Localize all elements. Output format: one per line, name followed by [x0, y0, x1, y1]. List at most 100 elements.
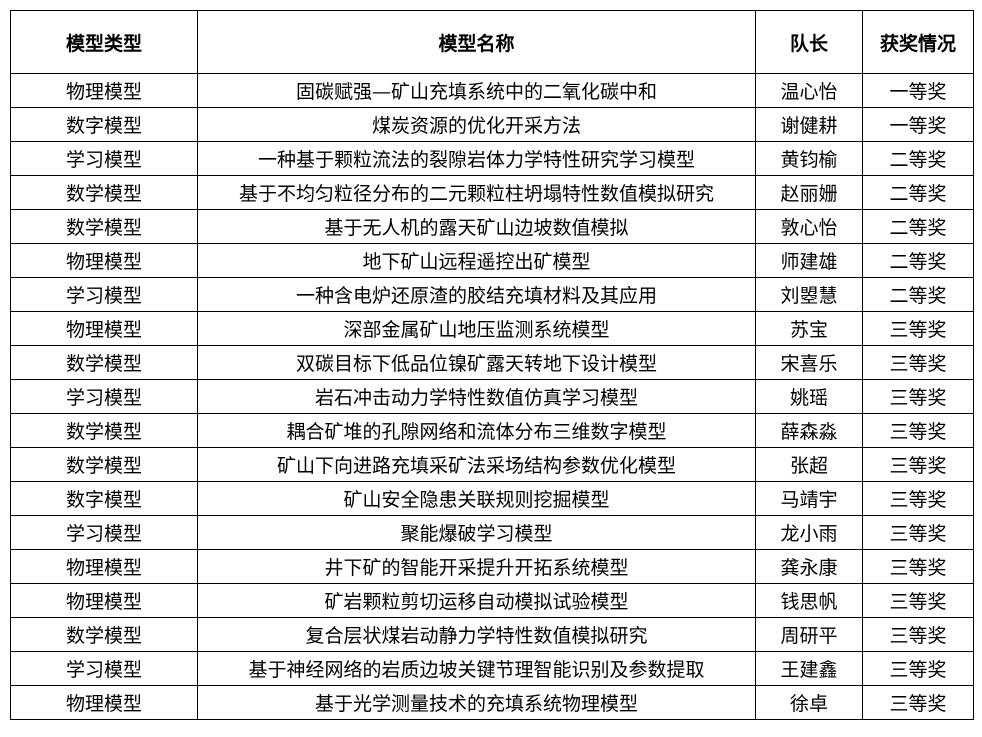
cell-award: 三等奖	[862, 617, 974, 652]
cell-captain: 黄钧榆	[755, 141, 863, 176]
cell-model-name: 地下矿山远程遥控出矿模型	[197, 243, 756, 278]
table-row: 数学模型 基于无人机的露天矿山边坡数值模拟 敦心怡 二等奖	[10, 209, 974, 244]
cell-captain: 钱思帆	[755, 583, 863, 618]
table-row: 数字模型 矿山安全隐患关联规则挖掘模型 马靖宇 三等奖	[10, 481, 974, 516]
table-row: 物理模型 固碳赋强—矿山充填系统中的二氧化碳中和 温心怡 一等奖	[10, 73, 974, 108]
cell-model-name: 基于无人机的露天矿山边坡数值模拟	[197, 209, 756, 244]
cell-captain: 徐卓	[755, 685, 863, 720]
cell-model-name: 基于光学测量技术的充填系统物理模型	[197, 685, 756, 720]
cell-captain: 敦心怡	[755, 209, 863, 244]
cell-award: 三等奖	[862, 549, 974, 584]
cell-captain: 姚瑶	[755, 379, 863, 414]
cell-award: 三等奖	[862, 583, 974, 618]
cell-model-name: 一种基于颗粒流法的裂隙岩体力学特性研究学习模型	[197, 141, 756, 176]
table-row: 物理模型 地下矿山远程遥控出矿模型 师建雄 二等奖	[10, 243, 974, 278]
cell-award: 三等奖	[862, 651, 974, 686]
table-row: 学习模型 一种含电炉还原渣的胶结充填材料及其应用 刘曌慧 二等奖	[10, 277, 974, 312]
cell-model-type: 数学模型	[10, 175, 198, 210]
cell-award: 二等奖	[862, 141, 974, 176]
cell-award: 二等奖	[862, 243, 974, 278]
header-model-type: 模型类型	[10, 10, 198, 74]
cell-captain: 张超	[755, 447, 863, 482]
cell-model-name: 煤炭资源的优化开采方法	[197, 107, 756, 142]
cell-award: 三等奖	[862, 685, 974, 720]
cell-model-type: 学习模型	[10, 515, 198, 550]
table-row: 学习模型 一种基于颗粒流法的裂隙岩体力学特性研究学习模型 黄钧榆 二等奖	[10, 141, 974, 176]
cell-model-type: 物理模型	[10, 549, 198, 584]
cell-award: 三等奖	[862, 345, 974, 380]
cell-model-type: 物理模型	[10, 311, 198, 346]
cell-model-name: 基于不均匀粒径分布的二元颗粒柱坍塌特性数值模拟研究	[197, 175, 756, 210]
cell-captain: 龙小雨	[755, 515, 863, 550]
cell-model-type: 物理模型	[10, 243, 198, 278]
table-row: 物理模型 深部金属矿山地压监测系统模型 苏宝 三等奖	[10, 311, 974, 346]
cell-model-type: 学习模型	[10, 379, 198, 414]
cell-model-name: 双碳目标下低品位镍矿露天转地下设计模型	[197, 345, 756, 380]
table-row: 学习模型 聚能爆破学习模型 龙小雨 三等奖	[10, 515, 974, 550]
table-row: 数学模型 复合层状煤岩动静力学特性数值模拟研究 周研平 三等奖	[10, 617, 974, 652]
cell-captain: 王建鑫	[755, 651, 863, 686]
table-row: 数学模型 双碳目标下低品位镍矿露天转地下设计模型 宋喜乐 三等奖	[10, 345, 974, 380]
cell-model-type: 数学模型	[10, 345, 198, 380]
cell-model-type: 学习模型	[10, 141, 198, 176]
cell-model-name: 固碳赋强—矿山充填系统中的二氧化碳中和	[197, 73, 756, 108]
cell-captain: 师建雄	[755, 243, 863, 278]
cell-captain: 谢健耕	[755, 107, 863, 142]
table-row: 物理模型 基于光学测量技术的充填系统物理模型 徐卓 三等奖	[10, 685, 974, 720]
cell-captain: 苏宝	[755, 311, 863, 346]
header-row: 模型类型 模型名称 队长 获奖情况	[10, 10, 974, 74]
table-row: 学习模型 基于神经网络的岩质边坡关键节理智能识别及参数提取 王建鑫 三等奖	[10, 651, 974, 686]
cell-model-name: 耦合矿堆的孔隙网络和流体分布三维数字模型	[197, 413, 756, 448]
cell-model-type: 物理模型	[10, 685, 198, 720]
cell-model-type: 数学模型	[10, 209, 198, 244]
cell-captain: 宋喜乐	[755, 345, 863, 380]
cell-model-type: 物理模型	[10, 583, 198, 618]
cell-award: 三等奖	[862, 515, 974, 550]
cell-model-type: 数字模型	[10, 481, 198, 516]
table-row: 学习模型 岩石冲击动力学特性数值仿真学习模型 姚瑶 三等奖	[10, 379, 974, 414]
header-model-name: 模型名称	[197, 10, 756, 74]
cell-captain: 周研平	[755, 617, 863, 652]
cell-award: 二等奖	[862, 277, 974, 312]
cell-model-type: 学习模型	[10, 277, 198, 312]
cell-model-type: 数字模型	[10, 107, 198, 142]
cell-model-type: 数学模型	[10, 413, 198, 448]
cell-model-name: 矿山下向进路充填采矿法采场结构参数优化模型	[197, 447, 756, 482]
cell-model-name: 复合层状煤岩动静力学特性数值模拟研究	[197, 617, 756, 652]
cell-captain: 薛森淼	[755, 413, 863, 448]
cell-award: 三等奖	[862, 481, 974, 516]
cell-captain: 龚永康	[755, 549, 863, 584]
cell-award: 三等奖	[862, 447, 974, 482]
cell-model-type: 物理模型	[10, 73, 198, 108]
cell-award: 三等奖	[862, 413, 974, 448]
cell-captain: 赵丽姗	[755, 175, 863, 210]
table-row: 数学模型 矿山下向进路充填采矿法采场结构参数优化模型 张超 三等奖	[10, 447, 974, 482]
cell-captain: 马靖宇	[755, 481, 863, 516]
table-row: 数学模型 耦合矿堆的孔隙网络和流体分布三维数字模型 薛森淼 三等奖	[10, 413, 974, 448]
cell-award: 三等奖	[862, 379, 974, 414]
awards-table: 模型类型 模型名称 队长 获奖情况 物理模型 固碳赋强—矿山充填系统中的二氧化碳中…	[10, 10, 974, 720]
cell-model-type: 数学模型	[10, 617, 198, 652]
cell-award: 二等奖	[862, 209, 974, 244]
cell-award: 一等奖	[862, 107, 974, 142]
table-row: 数字模型 煤炭资源的优化开采方法 谢健耕 一等奖	[10, 107, 974, 142]
cell-model-name: 矿山安全隐患关联规则挖掘模型	[197, 481, 756, 516]
cell-model-name: 基于神经网络的岩质边坡关键节理智能识别及参数提取	[197, 651, 756, 686]
cell-award: 三等奖	[862, 311, 974, 346]
header-captain: 队长	[755, 10, 863, 74]
table-row: 物理模型 矿岩颗粒剪切运移自动模拟试验模型 钱思帆 三等奖	[10, 583, 974, 618]
cell-model-name: 岩石冲击动力学特性数值仿真学习模型	[197, 379, 756, 414]
header-award: 获奖情况	[862, 10, 974, 74]
cell-award: 一等奖	[862, 73, 974, 108]
table-row: 物理模型 井下矿的智能开采提升开拓系统模型 龚永康 三等奖	[10, 549, 974, 584]
cell-model-name: 井下矿的智能开采提升开拓系统模型	[197, 549, 756, 584]
cell-captain: 温心怡	[755, 73, 863, 108]
cell-model-type: 学习模型	[10, 651, 198, 686]
cell-model-type: 数学模型	[10, 447, 198, 482]
cell-model-name: 深部金属矿山地压监测系统模型	[197, 311, 756, 346]
cell-model-name: 一种含电炉还原渣的胶结充填材料及其应用	[197, 277, 756, 312]
table-row: 数学模型 基于不均匀粒径分布的二元颗粒柱坍塌特性数值模拟研究 赵丽姗 二等奖	[10, 175, 974, 210]
cell-award: 二等奖	[862, 175, 974, 210]
cell-model-name: 聚能爆破学习模型	[197, 515, 756, 550]
cell-captain: 刘曌慧	[755, 277, 863, 312]
